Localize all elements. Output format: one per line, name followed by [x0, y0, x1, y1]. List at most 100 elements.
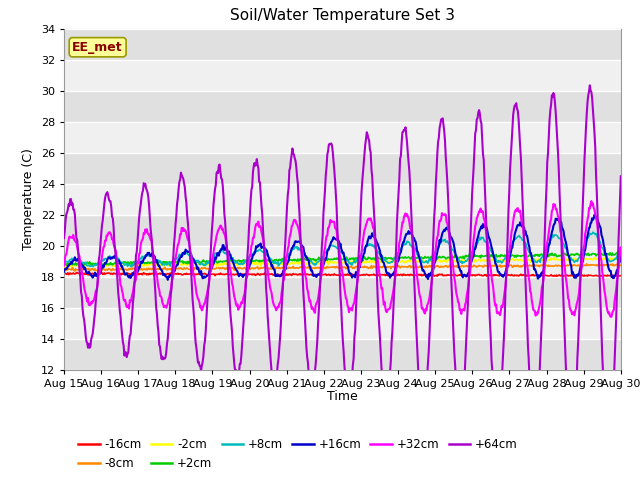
-8cm [428, 263, 435, 269]
-16cm [214, 271, 222, 277]
Line: -2cm: -2cm [64, 257, 621, 267]
Y-axis label: Temperature (C): Temperature (C) [22, 148, 35, 250]
Line: +16cm: +16cm [64, 215, 621, 280]
+16cm [617, 252, 625, 258]
-8cm [70, 267, 78, 273]
-16cm [72, 270, 80, 276]
+8cm [411, 245, 419, 251]
+64cm [586, 83, 594, 88]
+32cm [60, 263, 68, 268]
-2cm [60, 264, 68, 270]
+16cm [70, 257, 78, 263]
+2cm [79, 263, 87, 269]
+2cm [617, 252, 625, 258]
-2cm [602, 254, 610, 260]
Line: +2cm: +2cm [64, 252, 621, 266]
+16cm [591, 212, 598, 217]
+32cm [617, 245, 625, 251]
+8cm [70, 257, 78, 263]
-16cm [617, 273, 625, 279]
Line: +8cm: +8cm [64, 232, 621, 267]
+64cm [60, 235, 68, 241]
+8cm [185, 252, 193, 258]
+2cm [411, 255, 419, 261]
+64cm [184, 220, 192, 226]
+2cm [185, 260, 193, 266]
Bar [64, 29, 621, 60]
-16cm [570, 274, 577, 279]
+8cm [60, 259, 68, 264]
Bar [64, 122, 621, 153]
-16cm [70, 271, 78, 277]
Bar [64, 215, 621, 246]
+64cm [426, 312, 434, 317]
-16cm [128, 270, 136, 276]
+32cm [214, 230, 221, 236]
Line: -8cm: -8cm [64, 264, 621, 271]
Bar [64, 184, 621, 215]
+32cm [127, 296, 135, 302]
+16cm [428, 271, 435, 276]
+8cm [214, 251, 222, 256]
Line: +64cm: +64cm [64, 85, 621, 451]
-8cm [128, 266, 136, 272]
-16cm [411, 273, 419, 278]
-8cm [185, 266, 193, 272]
+64cm [70, 207, 78, 213]
Bar [64, 91, 621, 122]
+8cm [589, 229, 596, 235]
+2cm [60, 263, 68, 268]
+32cm [588, 198, 595, 204]
Bar [64, 338, 621, 370]
+2cm [70, 262, 78, 267]
+64cm [410, 272, 418, 278]
Bar [64, 246, 621, 276]
-8cm [617, 263, 625, 268]
Line: -16cm: -16cm [64, 273, 621, 276]
-16cm [185, 271, 193, 277]
+64cm [605, 448, 613, 454]
-8cm [411, 264, 419, 270]
Bar [64, 60, 621, 91]
+2cm [214, 260, 222, 265]
Line: +32cm: +32cm [64, 201, 621, 317]
+64cm [127, 321, 135, 326]
+16cm [411, 238, 419, 244]
+16cm [164, 277, 172, 283]
+64cm [617, 173, 625, 179]
+16cm [185, 249, 193, 255]
+2cm [614, 249, 621, 255]
-8cm [214, 265, 222, 271]
-2cm [70, 263, 78, 269]
-8cm [60, 266, 68, 272]
+8cm [617, 244, 625, 250]
+16cm [127, 273, 135, 278]
-2cm [184, 262, 192, 267]
-2cm [617, 255, 625, 261]
+2cm [428, 253, 435, 259]
-2cm [426, 258, 434, 264]
+8cm [428, 256, 435, 262]
Text: EE_met: EE_met [72, 41, 123, 54]
+16cm [214, 251, 222, 256]
-2cm [127, 264, 135, 269]
+64cm [214, 169, 221, 175]
Bar [64, 308, 621, 338]
+32cm [70, 237, 78, 242]
-2cm [214, 264, 221, 270]
-8cm [614, 261, 621, 267]
+32cm [607, 314, 614, 320]
-8cm [94, 268, 102, 274]
X-axis label: Time: Time [327, 390, 358, 403]
Legend: -16cm, -8cm, -2cm, +2cm, +8cm, +16cm, +32cm, +64cm: -16cm, -8cm, -2cm, +2cm, +8cm, +16cm, +3… [74, 433, 522, 475]
+8cm [128, 261, 136, 267]
Bar [64, 153, 621, 184]
-2cm [410, 258, 418, 264]
+32cm [410, 249, 418, 255]
+16cm [60, 269, 68, 275]
+32cm [426, 289, 434, 295]
-16cm [428, 272, 435, 278]
+32cm [184, 237, 192, 242]
+8cm [127, 264, 135, 270]
Bar [64, 276, 621, 308]
